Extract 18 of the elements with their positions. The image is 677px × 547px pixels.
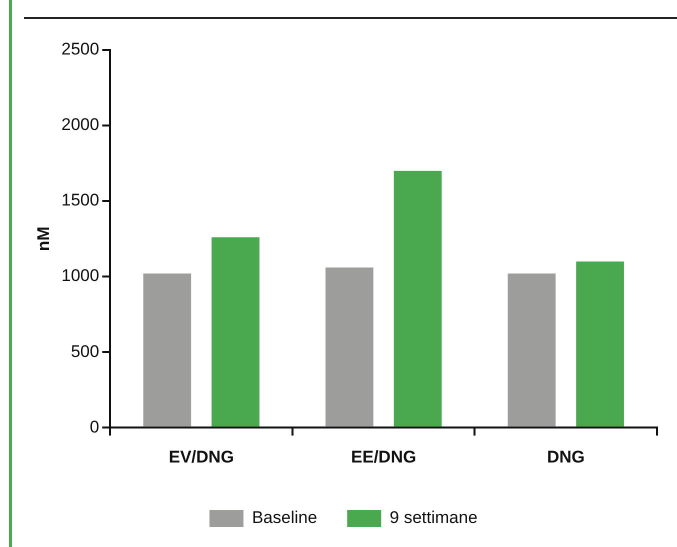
y-tick-label: 2500 [61, 40, 100, 59]
legend-label: Baseline [252, 508, 318, 528]
bar [212, 237, 260, 427]
x-tick-label: EE/DNG [351, 447, 416, 466]
y-tick-label: 1500 [61, 190, 100, 210]
x-tick-label: EV/DNG [168, 447, 234, 466]
x-tick-label: DNG [546, 447, 585, 466]
y-tick-label: 1000 [61, 266, 100, 286]
legend-label: 9 settimane [390, 508, 478, 528]
bar [326, 268, 374, 427]
y-tick-label: 0 [90, 417, 100, 436]
y-tick-label: 500 [70, 342, 100, 361]
bar [143, 274, 192, 427]
bar [576, 261, 624, 427]
y-axis-title: nM [34, 226, 53, 252]
bar [394, 170, 442, 427]
bar [508, 274, 556, 427]
y-tick-label: 2000 [61, 115, 100, 134]
